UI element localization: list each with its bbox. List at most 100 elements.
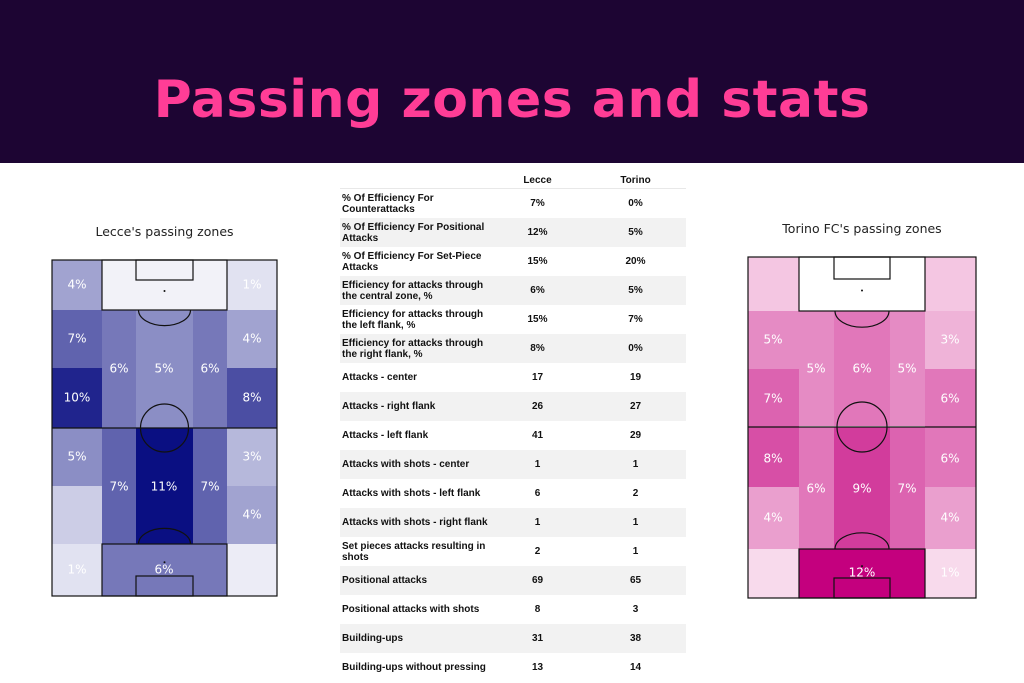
lecce-zone-label-bottom-left-wing: 1% (67, 563, 86, 577)
torino-penalty-spot-top (861, 289, 863, 292)
torino-zone-left-halfspace (799, 311, 834, 426)
lecce-heatmap-title: Lecce's passing zones (95, 224, 234, 239)
torino-zone-label-deep-left-wing: 4% (763, 511, 782, 525)
table-cell-lecce: 7% (530, 198, 545, 209)
torino-heatmap-title: Torino FC's passing zones (782, 221, 942, 236)
lecce-zone-upper-left-wing (52, 310, 102, 368)
torino-penalty-spot-bottom (861, 565, 863, 568)
table-cell-lecce: 31 (490, 624, 585, 653)
table-row: Attacks with shots - left flank 6 2 (340, 479, 686, 508)
table-row: % Of Efficiency For Set-Piece Attacks 15%… (340, 247, 686, 276)
torino-zone-label-upper-center: 6% (852, 362, 871, 376)
table-cell-lecce: 1 (490, 450, 585, 479)
torino-zone-top-left-wing (748, 257, 799, 311)
table-cell-metric: Set pieces attacks resulting in shots (342, 540, 486, 563)
table-cell-metric: Attacks with shots - right flank (340, 508, 490, 537)
table-cell-lecce: 8 (534, 604, 541, 615)
table-cell-metric: % Of Efficiency For Set-Piece Attacks (342, 250, 482, 273)
table-row: % Of Efficiency For Positional Attacks 12… (340, 218, 686, 247)
table-cell-lecce: 2 (534, 546, 541, 557)
lecce-penalty-area-top (102, 260, 227, 310)
table-cell-torino: 65 (585, 566, 686, 595)
torino-zone-top-right-wing (925, 257, 976, 311)
stats-table: Lecce Torino % Of Efficiency For Counter… (340, 172, 686, 682)
table-cell-metric: % Of Efficiency For Counterattacks (342, 192, 434, 215)
lecce-zone-bottom-left-wing (52, 544, 102, 596)
torino-zone-deep-left-wing (748, 487, 799, 549)
table-row: Attacks - right flank 26 27 (340, 392, 686, 421)
torino-zone-label-middle-right-wing: 6% (940, 392, 959, 406)
table-row: % Of Efficiency For Counterattacks 7% 0% (340, 189, 686, 219)
table-cell-torino: 3 (632, 604, 639, 615)
table-row: Efficiency for attacks through the left … (340, 305, 686, 334)
lecce-pitch-heatmap: 4% 1% 7% 4% 6% 5% 6% 10% 8% 5% 3% 7% 11% 7% 4% 1% 6% (51, 259, 278, 597)
table-cell-lecce: 26 (490, 392, 585, 421)
table-row: Attacks with shots - right flank 1 1 (340, 508, 686, 537)
torino-zone-lower-right-halfspace (890, 427, 925, 549)
torino-pitch-heatmap: 5% 3% 5% 6% 5% 7% 6% 8% 6% 6% 9% 7% 4% 4% 12% 1% (747, 256, 977, 599)
table-cell-torino: 1 (632, 546, 639, 557)
table-cell-torino: 14 (629, 662, 642, 673)
table-row: Set pieces attacks resulting in shots 2 1 (340, 537, 686, 566)
table-cell-torino: 1 (585, 450, 686, 479)
lecce-zone-label-lower-left-halfspace: 7% (109, 480, 128, 494)
lecce-zone-label-top-left-wing: 4% (67, 278, 86, 292)
lecce-zone-lower-right-halfspace (193, 428, 227, 544)
lecce-zone-label-upper-right-wing: 4% (242, 332, 261, 346)
table-cell-torino: 19 (629, 372, 642, 383)
torino-center-circle (836, 401, 888, 453)
table-row: Positional attacks with shots 8 3 (340, 595, 686, 624)
table-cell-lecce: 6 (534, 488, 541, 499)
torino-zone-bottom-box (799, 549, 925, 598)
torino-zone-label-upper-left-wing: 5% (763, 333, 782, 347)
lecce-zone-bottom-box (102, 544, 227, 596)
table-cell-metric: Efficiency for attacks through the centr… (340, 276, 490, 305)
lecce-zone-label-deep-right-wing: 4% (242, 508, 261, 522)
table-cell-lecce: 12% (490, 218, 585, 247)
table-row: Building-ups without pressing 13 14 (340, 653, 686, 682)
torino-pitch-border (747, 256, 977, 599)
torino-zone-lower-left-wing (748, 427, 799, 487)
torino-zone-middle-left-wing (748, 369, 799, 427)
lecce-zone-deep-right-wing (227, 486, 277, 544)
lecce-zone-label-bottom-box: 6% (154, 563, 173, 577)
lecce-zone-lower-left-wing (52, 428, 102, 486)
lecce-zone-lower-center (136, 428, 193, 544)
lecce-center-circle (139, 403, 190, 453)
lecce-zone-label-upper-left-halfspace: 6% (109, 362, 128, 376)
torino-zone-lower-left-halfspace (799, 427, 834, 549)
table-cell-torino: 5% (585, 276, 686, 305)
lecce-zone-label-top-right-wing: 1% (242, 278, 261, 292)
lecce-penalty-arc-top (137, 309, 192, 327)
torino-zone-label-lower-right-wing: 6% (940, 452, 959, 466)
torino-penalty-arc-top (834, 310, 890, 328)
lecce-penalty-spot-bottom (163, 561, 166, 564)
table-cell-lecce: 8% (490, 334, 585, 363)
table-cell-lecce: 15% (527, 256, 548, 267)
lecce-zone-top-right-wing (227, 260, 277, 310)
table-cell-metric: Building-ups (340, 624, 490, 653)
lecce-zone-upper-right-wing (227, 310, 277, 368)
table-cell-metric: Efficiency for attacks through the left … (342, 308, 484, 331)
table-cell-metric: Positional attacks (340, 566, 490, 595)
table-cell-lecce: 17 (531, 372, 544, 383)
lecce-zone-middle-left-wing (52, 368, 102, 428)
table-cell-torino: 2 (632, 488, 639, 499)
column-header-torino: Torino (585, 172, 686, 189)
table-cell-torino: 20% (625, 256, 646, 267)
table-cell-metric: Attacks - center (342, 372, 418, 383)
table-cell-torino: 1 (585, 508, 686, 537)
table-cell-torino: 0% (585, 334, 686, 363)
table-cell-torino: 7% (628, 314, 643, 325)
lecce-zone-label-middle-left-wing: 10% (64, 391, 91, 405)
table-cell-metric: Attacks with shots - left flank (342, 488, 481, 499)
table-row: Attacks - left flank 41 29 (340, 421, 686, 450)
table-cell-lecce: 6% (490, 276, 585, 305)
torino-zone-bottom-right-wing (925, 549, 976, 598)
table-cell-lecce: 1 (490, 508, 585, 537)
table-cell-torino: 27 (585, 392, 686, 421)
torino-zone-label-bottom-right-wing: 1% (940, 566, 959, 580)
table-cell-lecce: 69 (490, 566, 585, 595)
lecce-zone-upper-right-halfspace (193, 310, 227, 428)
table-header-row: Lecce Torino (340, 172, 686, 189)
